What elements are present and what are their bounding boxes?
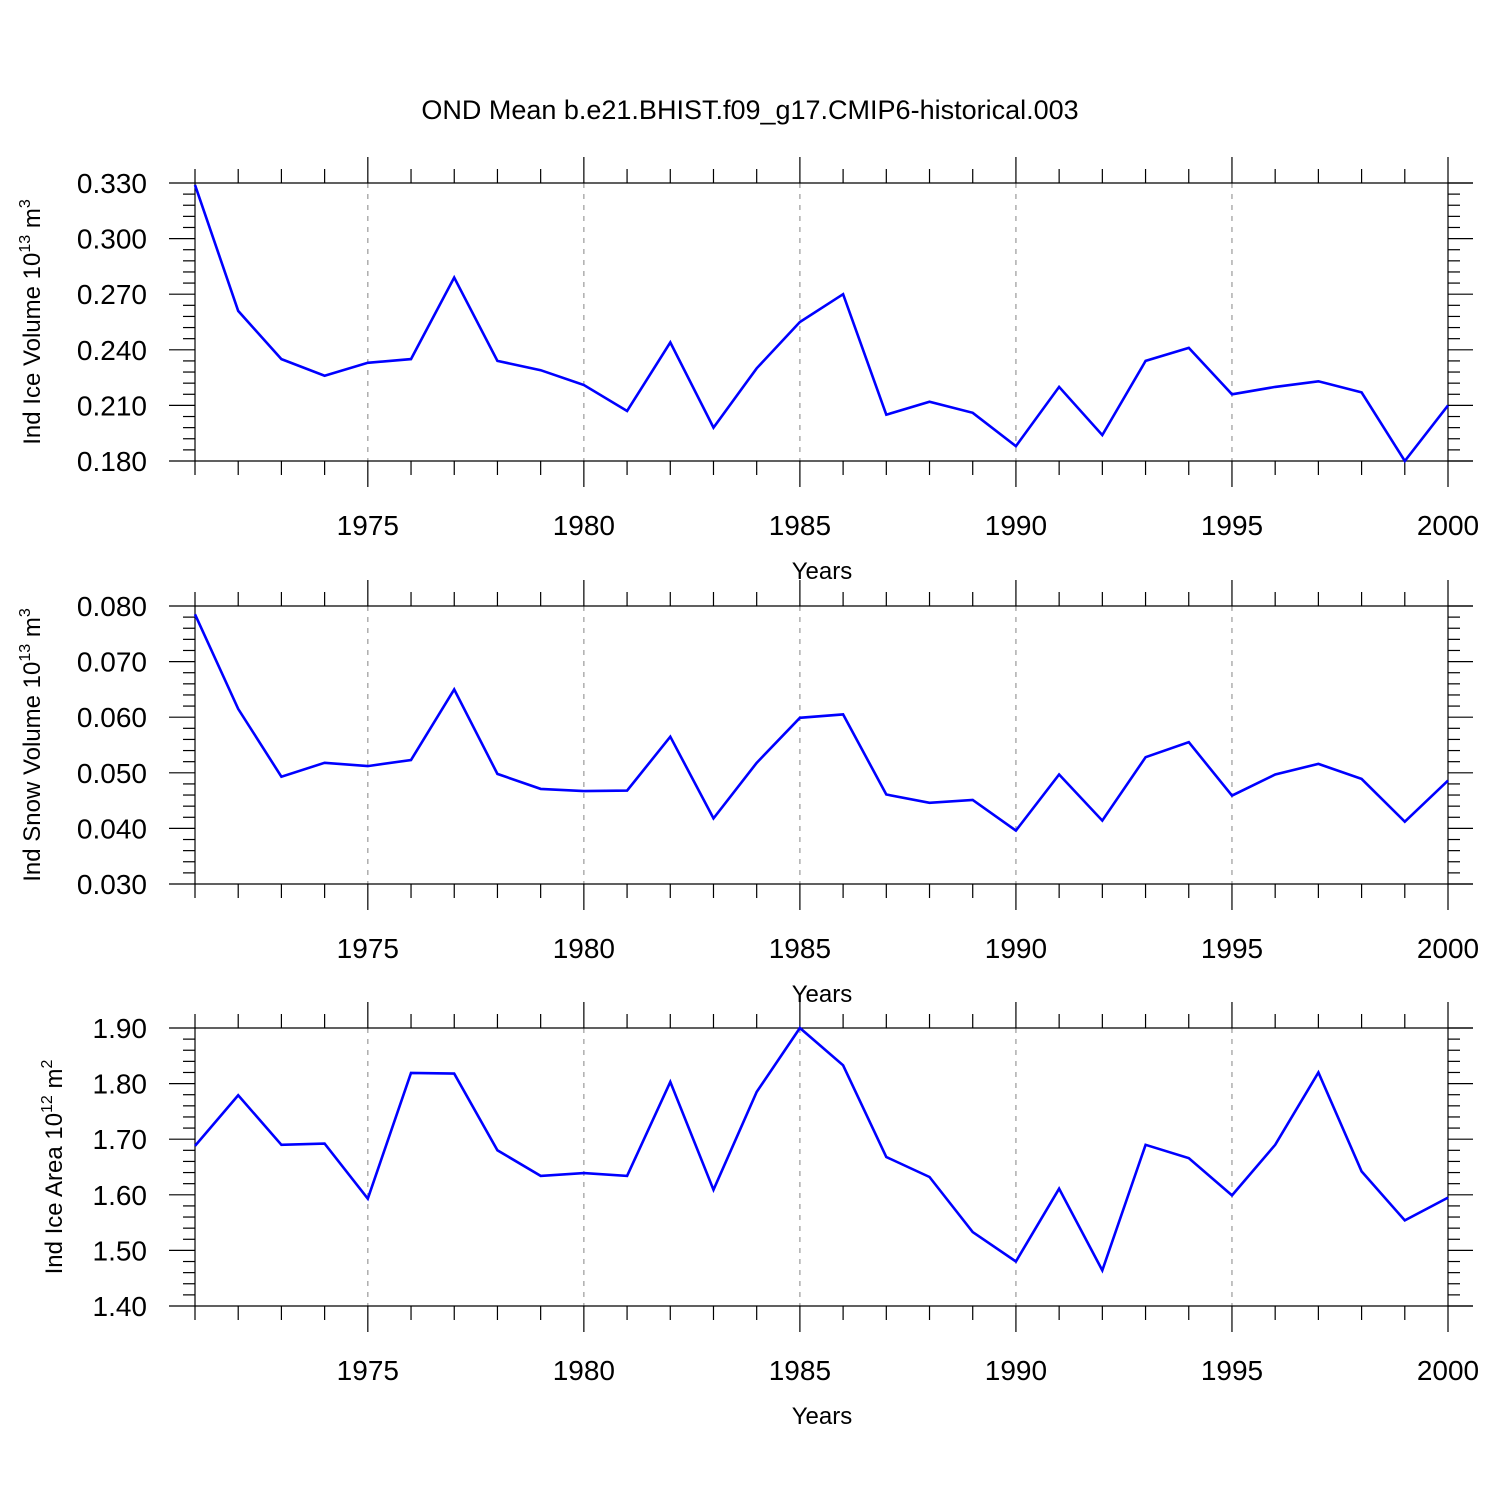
y-tick-label: 1.50 xyxy=(93,1235,148,1266)
y-tick-label: 0.270 xyxy=(77,279,147,310)
series-line xyxy=(194,1026,1449,1274)
series-line xyxy=(193,184,1450,464)
x-tick-label: 1975 xyxy=(337,933,399,964)
y-axis-title-exp: 13 xyxy=(17,235,34,253)
y-tick-label: 0.060 xyxy=(77,702,147,733)
y-axis-title-unit: m xyxy=(19,208,46,235)
x-tick-label: 1995 xyxy=(1201,510,1263,541)
y-tick-label: 1.80 xyxy=(93,1069,148,1100)
x-tick-label: 1990 xyxy=(985,933,1047,964)
y-axis-title-unit-exp: 3 xyxy=(17,608,34,617)
y-axis-title-exp: 13 xyxy=(17,644,34,662)
y-axis-title-text: Ind Ice Area 10 xyxy=(41,1113,68,1274)
y-tick-label: 0.330 xyxy=(77,168,147,199)
x-tick-label: 1985 xyxy=(769,933,831,964)
y-axis-title-unit-exp: 2 xyxy=(39,1059,56,1068)
y-axis-title-exp: 12 xyxy=(39,1095,56,1113)
panel-1: 0.180 0.210 0.240 0.270 0.300 0.330 1975 1980 19… xyxy=(17,157,1479,585)
chart-title: OND Mean b.e21.BHIST.f09_g17.CMIP6-histo… xyxy=(421,95,1078,125)
x-tick-label: 1995 xyxy=(1201,1355,1263,1386)
y-tick-label: 0.080 xyxy=(77,591,147,622)
x-tick-label: 2000 xyxy=(1417,510,1479,541)
y-axis-title: Ind Ice Area 1012 m2 xyxy=(39,1059,68,1274)
y-axis-title: Ind Ice Volume 1013 m3 xyxy=(17,199,46,445)
y-tick-label: 0.040 xyxy=(77,813,147,844)
y-tick-label: 0.180 xyxy=(77,446,147,477)
x-tick-label: 1980 xyxy=(553,933,615,964)
y-tick-label: 1.90 xyxy=(93,1013,148,1044)
panel-2: 0.030 0.040 0.050 0.060 0.070 0.080 1975 1980 19… xyxy=(17,580,1479,1008)
y-tick-label: 0.210 xyxy=(77,390,147,421)
y-axis-title: Ind Snow Volume 1013 m3 xyxy=(17,608,46,882)
x-tick-label: 2000 xyxy=(1417,1355,1479,1386)
x-axis-title: Years xyxy=(792,1403,853,1430)
x-tick-label: 1990 xyxy=(985,510,1047,541)
x-tick-label: 1985 xyxy=(769,510,831,541)
panel-3: 1.40 1.50 1.60 1.70 1.80 1.90 1975 1980 1985 1990… xyxy=(39,1002,1479,1430)
x-tick-label: 1995 xyxy=(1201,933,1263,964)
y-axis-title-unit: m xyxy=(19,617,46,644)
x-tick-label: 1975 xyxy=(337,1355,399,1386)
y-axis-title-unit: m xyxy=(41,1068,68,1095)
y-tick-label: 1.70 xyxy=(93,1124,148,1155)
series-line xyxy=(193,613,1449,833)
x-tick-label: 1980 xyxy=(553,510,615,541)
x-tick-label: 1990 xyxy=(985,1355,1047,1386)
y-tick-label: 0.050 xyxy=(77,758,147,789)
y-tick-label: 0.030 xyxy=(77,869,147,900)
y-tick-label: 1.60 xyxy=(93,1180,148,1211)
y-axis-title-text: Ind Snow Volume 10 xyxy=(19,662,46,882)
y-tick-label: 0.240 xyxy=(77,335,147,366)
y-axis-title-text: Ind Ice Volume 10 xyxy=(19,253,46,445)
x-axis-title: Years xyxy=(792,981,853,1008)
x-tick-label: 1975 xyxy=(337,510,399,541)
y-tick-label: 1.40 xyxy=(93,1291,148,1322)
x-axis-title: Years xyxy=(792,558,853,585)
x-tick-label: 1980 xyxy=(553,1355,615,1386)
x-tick-label: 1985 xyxy=(769,1355,831,1386)
y-tick-label: 0.300 xyxy=(77,224,147,255)
y-axis-title-unit-exp: 3 xyxy=(17,199,34,208)
y-tick-label: 0.070 xyxy=(77,647,147,678)
x-tick-label: 2000 xyxy=(1417,933,1479,964)
